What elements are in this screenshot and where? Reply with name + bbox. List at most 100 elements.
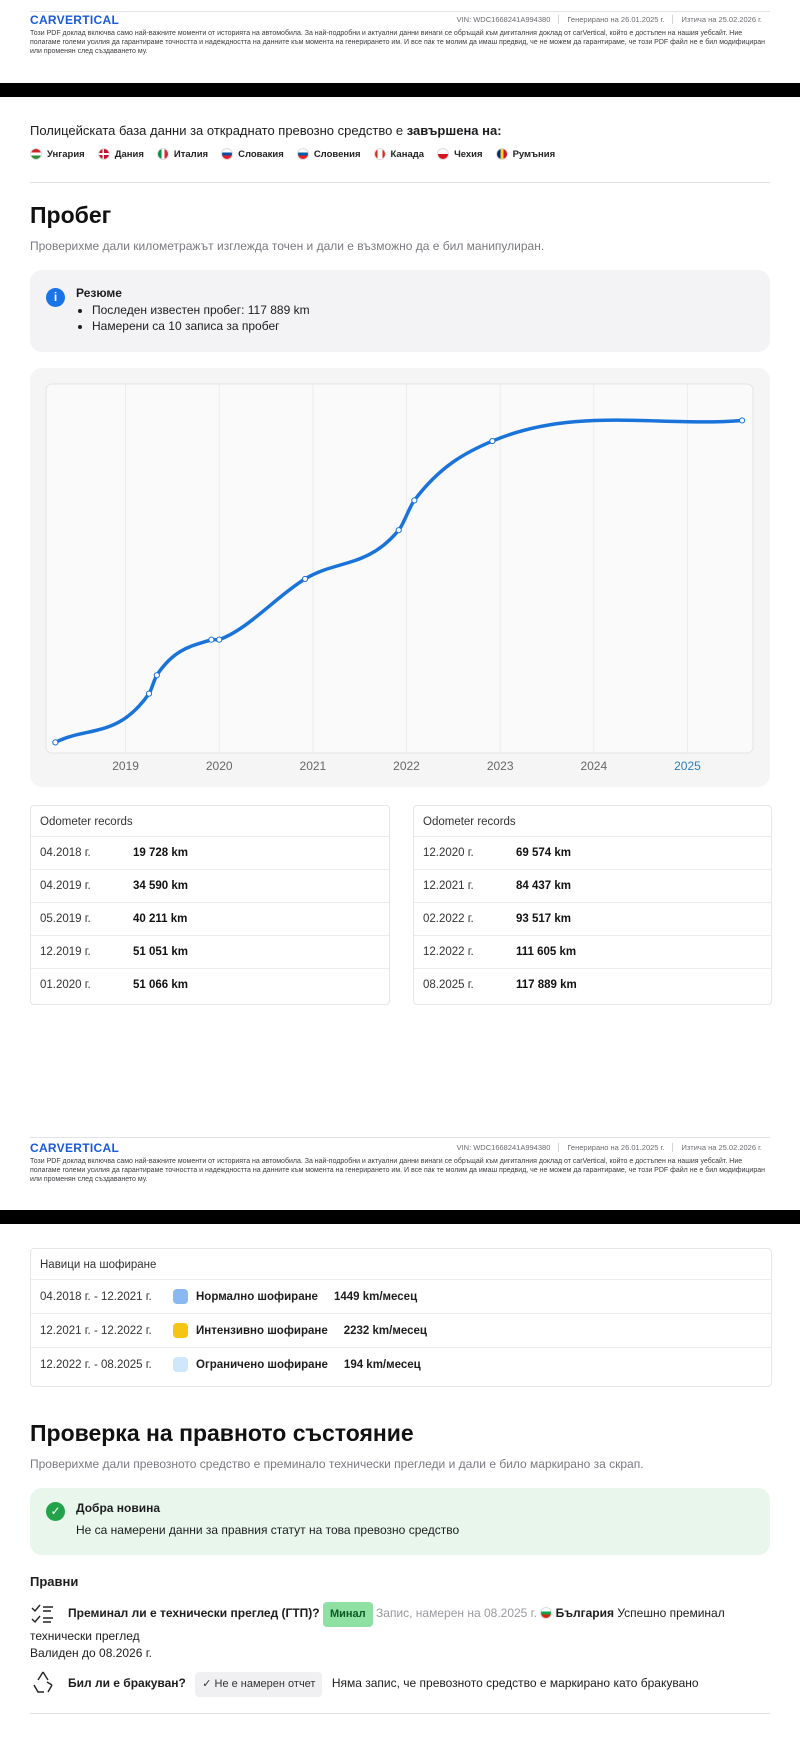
table-row: 01.2020 г. 51 066 km (31, 969, 389, 1001)
country-name: Словения (313, 148, 361, 160)
x-tick-label: 2021 (300, 759, 327, 773)
police-text: Полицейската база данни за откраднато пр… (30, 123, 502, 138)
table-row: 12.2019 г. 51 051 km (31, 936, 389, 969)
subsection-title: Правни (30, 1574, 79, 1589)
record-date: 08.2025 г. (423, 979, 474, 991)
result: Няма запис, че превозното средство е мар… (331, 1676, 699, 1690)
expires: Изтича на 25.02.2026 г. (672, 15, 770, 24)
record-date: 05.2019 г. (40, 913, 91, 925)
country: Канада (373, 148, 425, 160)
logo: CARVERTICAL (30, 1141, 120, 1155)
driving-title: Навици на шофиране (31, 1249, 771, 1280)
summary-box: i Резюме Последен известен пробег: 117 8… (30, 270, 770, 352)
period: 12.2021 г. - 12.2022 г. (40, 1324, 152, 1337)
country-name: Дания (114, 148, 144, 160)
summary-title: Резюме (76, 286, 122, 300)
result: Успешно преминал технически преглед (30, 1606, 725, 1643)
table-row: 12.2021 г. 84 437 km (414, 870, 771, 903)
table-row: 12.2022 г. 111 605 km (414, 936, 771, 969)
divider (30, 1713, 770, 1714)
record-date: 01.2020 г. (40, 979, 91, 991)
data-point (489, 437, 496, 445)
record-date: 12.2021 г. (423, 880, 474, 892)
country-name: Словакия (238, 148, 284, 160)
country-name: Румъния (512, 148, 556, 160)
info-icon: i (46, 288, 65, 307)
country: Чехия (437, 148, 483, 160)
chart-card: 2019 2020 2021 2022 2023 2024 2025 (30, 368, 770, 787)
habit-label: Ограничено шофиране (196, 1358, 328, 1371)
country: Дания (97, 148, 144, 160)
country-name: Италия (173, 148, 209, 160)
x-tick-label: 2025 (674, 759, 701, 773)
divider (30, 182, 770, 183)
badge: ✓ Не е намерен отчет (195, 1672, 323, 1697)
badge: Минал (322, 1602, 373, 1627)
records-table: Odometer records 12.2020 г. 69 574 km 12.20… (413, 805, 772, 1005)
x-tick-label: 2024 (580, 759, 607, 773)
section-subtitle: Проверихме дали превозното средство е пр… (30, 1457, 644, 1471)
record-date: 04.2019 г. (40, 880, 91, 892)
data-point (395, 527, 402, 534)
record-value: 51 066 km (133, 979, 188, 991)
data-point (216, 636, 223, 643)
habit-label: Нормално шофиране (196, 1290, 318, 1303)
chart: 2019 2020 2021 2022 2023 2024 2025 (45, 383, 754, 773)
record-date: 04.2018 г. (40, 847, 91, 859)
data-point (52, 739, 59, 746)
police-label: Полицейската база данни за откраднато пр… (30, 123, 407, 138)
country-name: Канада (390, 148, 425, 160)
flag (221, 148, 234, 160)
flag (540, 1607, 553, 1619)
footer-meta: VIN: WDC1668241A994380 Генерирано на 26.… (449, 1143, 770, 1152)
country-name: Чехия (454, 148, 483, 160)
habit-rate: 1449 km/месец (333, 1290, 418, 1303)
data-point (738, 417, 746, 424)
inspection-item: Преминал ли е технически преглед (ГТП)? … (30, 1602, 770, 1661)
inspection-icon (31, 1604, 53, 1624)
question: Преминал ли е технически преглед (ГТП)? (68, 1606, 320, 1620)
section-title: Пробег (30, 202, 112, 228)
question: Бил ли е бракуван? (68, 1676, 186, 1690)
logo: CARVERTICAL (30, 13, 120, 27)
period: 04.2018 г. - 12.2021 г. (40, 1290, 152, 1303)
table-row: 04.2019 г. 34 590 km (31, 870, 389, 903)
summary-item: Намерени са 10 записа за пробег (92, 318, 310, 334)
notice-title: Добра новина (76, 1501, 161, 1515)
section-subtitle: Проверихме дали километражът изглежда то… (30, 239, 545, 253)
habit-rate: 194 km/месец (343, 1358, 421, 1371)
plot-area (45, 383, 754, 754)
record-date: 12.2019 г. (40, 946, 91, 958)
country: Унгария (30, 148, 85, 160)
table-row: 04.2018 г. 19 728 km (31, 837, 389, 870)
police-bold: завършена на: (406, 123, 502, 138)
record-value: 19 728 km (133, 847, 188, 859)
swatch (173, 1323, 188, 1338)
table-row: 12.2020 г. 69 574 km (414, 837, 771, 870)
habit-row: 12.2022 г. - 08.2025 г. Ограничено шофира… (31, 1348, 771, 1381)
data-point (411, 497, 418, 504)
country: Словакия (221, 148, 284, 160)
disclaimer: Този PDF доклад включва само най-важните… (30, 1158, 765, 1183)
footer-sheet: CARVERTICAL VIN: WDC1668241A994380 Генер… (0, 0, 800, 83)
notice-box: ✓ Добра новина Не са намерени данни за п… (30, 1488, 770, 1555)
generated: Генерирано на 26.01.2025 г. (558, 15, 672, 24)
driving-table: Навици на шофиране 04.2018 г. - 12.2021 … (30, 1248, 772, 1387)
record-value: 117 889 km (516, 979, 577, 991)
country: България (555, 1606, 615, 1620)
flag (30, 148, 42, 160)
country: Румъния (495, 148, 556, 160)
x-tick-label: 2020 (206, 759, 233, 773)
x-tick-label: 2019 (112, 759, 139, 773)
flag (437, 148, 450, 160)
vin: VIN: WDC1668241A994380 (456, 1143, 551, 1152)
habit-row: 04.2018 г. - 12.2021 г. Нормално шофиране… (31, 1280, 771, 1314)
disclaimer: Този PDF доклад включва само най-важните… (30, 30, 765, 55)
vin: VIN: WDC1668241A994380 (456, 15, 551, 24)
summary-item: Последен известен пробег: 117 889 km (92, 302, 310, 318)
scrap-icon (33, 1671, 53, 1693)
table-row: 08.2025 г. 117 889 km (414, 969, 771, 1001)
table-title: Odometer records (31, 806, 389, 837)
